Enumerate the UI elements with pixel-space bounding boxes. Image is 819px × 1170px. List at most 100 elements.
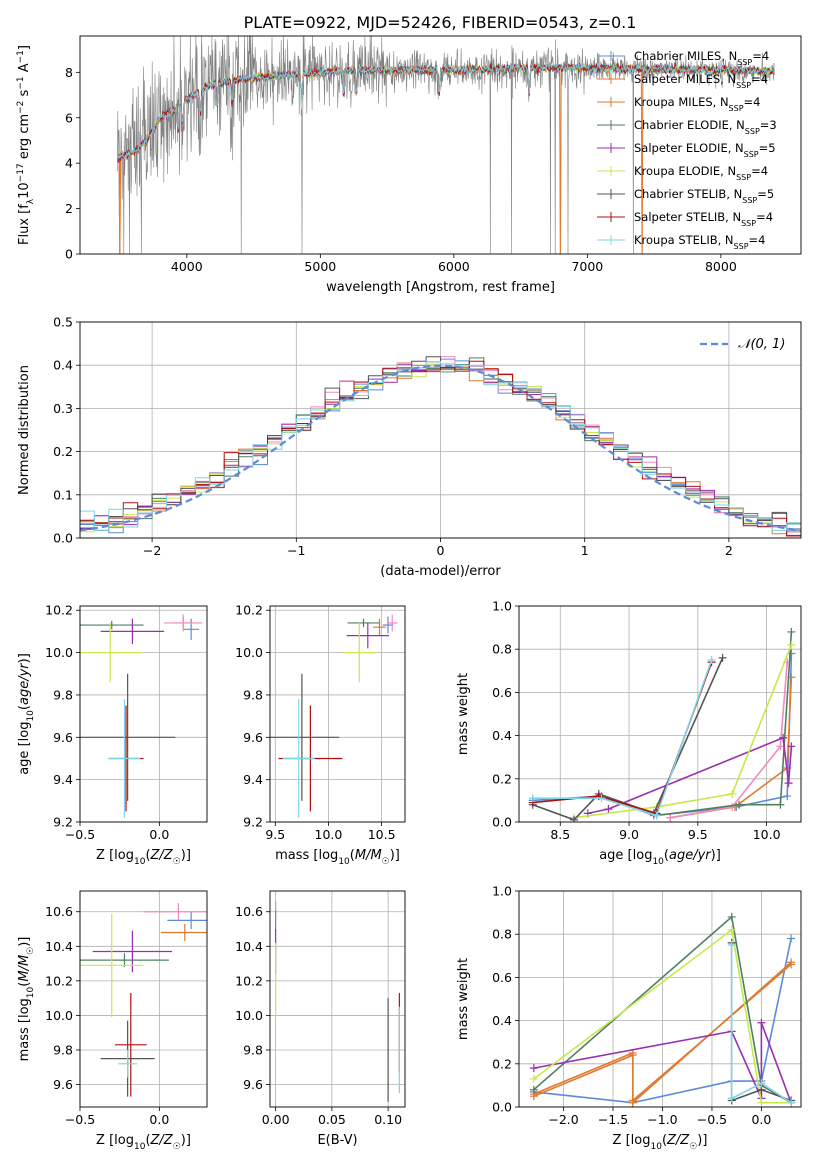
y-tick-label: 0.6 <box>492 685 512 700</box>
y-tick-label: 4 <box>65 156 73 171</box>
series-line-chabrier_elodie <box>533 915 792 1104</box>
series-line-kroupa_stelib <box>532 659 713 817</box>
spectrum-legend: Chabrier MILES, NSSP=4 Salpeter MILES, NS… <box>597 49 777 251</box>
x-tick-label: −0.5 <box>65 827 95 842</box>
x-tick-label: 10.0 <box>315 827 343 842</box>
x-tick-label: 4000 <box>171 259 203 274</box>
data-point-kroupa_stelib <box>528 794 537 803</box>
data-point-chabrier_miles <box>783 792 792 801</box>
age-weight-axes: 8.5 9.0 9.5 10.0 0.0 0.2 0.4 0.6 0.8 1.0 age [log1… <box>456 599 802 867</box>
legend-label: Salpeter STELIB, NSSP=4 <box>634 210 773 228</box>
y-tick-label: 0.2 <box>53 444 73 459</box>
y-tick-label: 0.2 <box>492 771 512 786</box>
y-axis-label: mass weight <box>456 958 471 1040</box>
x-axis-label: age [log10(age/yr)] <box>599 848 721 867</box>
y-tick-label: 10.0 <box>45 645 73 660</box>
figure-title: PLATE=0922, MJD=52426, FIBERID=0543, z=0… <box>244 13 637 32</box>
data-point-pink <box>776 742 785 751</box>
data-point-kroupa_stelib <box>787 1098 796 1107</box>
y-tick-label: 9.6 <box>243 1077 263 1092</box>
y-tick-label: 9.4 <box>53 772 73 787</box>
x-tick-label: −1.5 <box>598 1112 628 1127</box>
residuals-legend: 𝒩(0, 1) <box>700 337 785 352</box>
x-axis-label: Z [log10(Z/Z☉)] <box>96 1133 191 1152</box>
y-tick-label: 10.4 <box>45 939 73 954</box>
plot-area <box>80 903 207 1097</box>
y-tick-label: 10.6 <box>45 904 73 919</box>
y-tick-label: 1.0 <box>492 599 512 614</box>
data-point-salpeter_elodie <box>784 779 793 788</box>
axes-frame <box>269 605 406 823</box>
y-tick-label: 0.0 <box>53 531 73 546</box>
x-axis-label: Z [log10(Z/Z☉)] <box>96 848 191 867</box>
x-tick-label: 1 <box>581 543 589 558</box>
plot-area <box>116 36 775 254</box>
spectrum-axes: 4000 5000 6000 7000 8000 0 2 4 6 8 wavelength [Ang… <box>16 35 802 295</box>
series-line-kroupa_elodie <box>573 644 793 819</box>
y-tick-label: 0.4 <box>492 728 512 743</box>
data-point-kroupa_elodie <box>728 789 737 798</box>
data-point-kroupa_stelib <box>727 1094 736 1103</box>
y-tick-label: 9.2 <box>243 815 263 830</box>
x-tick-label: 8.5 <box>550 827 570 842</box>
ebv-mass-axes: 0.00 0.05 0.10 9.6 9.8 10.0 10.2 10.4 10.6 E(B-V) <box>235 890 406 1148</box>
legend-label: Chabrier ELODIE, NSSP=3 <box>634 118 777 136</box>
data-point-kroupa_stelib <box>727 941 736 949</box>
x-tick-label: 2 <box>725 543 733 558</box>
y-tick-label: 10.0 <box>45 1008 73 1023</box>
y-tick-label: 10.2 <box>45 603 73 618</box>
x-tick-label: 6000 <box>438 259 470 274</box>
x-tick-label: −1.0 <box>647 1112 677 1127</box>
axes-frame <box>79 890 208 1108</box>
x-tick-label: 0.05 <box>318 1112 346 1127</box>
x-tick-label: −1 <box>287 543 305 558</box>
y-tick-label: 0.3 <box>53 401 73 416</box>
axes-frame <box>79 605 208 823</box>
axes-frame <box>79 35 802 255</box>
legend-label: Kroupa STELIB, NSSP=4 <box>634 233 765 251</box>
axes-frame <box>518 605 802 823</box>
y-tick-label: 0.4 <box>492 1013 512 1028</box>
x-tick-label: 0.0 <box>149 827 169 842</box>
y-tick-label: 0.5 <box>53 315 73 330</box>
data-point-kroupa_stelib <box>652 811 661 820</box>
data-point-chabrier_stelib <box>570 815 579 822</box>
x-tick-label: −0.5 <box>65 1112 95 1127</box>
y-axis-label: mass [log10(M/M☉)] <box>17 937 36 1062</box>
series-line-kroupa_elodie <box>533 928 792 1104</box>
y-tick-label: 9.6 <box>243 730 263 745</box>
x-tick-label: 0.10 <box>374 1112 402 1127</box>
model-line-kroupa_stelib <box>116 63 775 161</box>
normal-curve <box>80 364 799 532</box>
x-tick-label: 7000 <box>571 259 603 274</box>
y-tick-label: 9.8 <box>53 1042 73 1057</box>
data-point-kroupa_stelib <box>757 1079 766 1088</box>
x-tick-label: 0.00 <box>262 1112 290 1127</box>
data-point-salpeter_elodie <box>757 1018 766 1027</box>
axes-frame <box>269 890 406 1108</box>
axes-frame <box>518 890 802 1108</box>
y-tick-label: 10.2 <box>235 973 263 988</box>
plot-area <box>80 356 801 538</box>
legend-label: 𝒩(0, 1) <box>738 337 785 352</box>
x-tick-label: 9.5 <box>265 827 285 842</box>
plot-area <box>529 912 796 1107</box>
y-tick-label: 0 <box>65 247 73 262</box>
x-tick-label: −2 <box>143 543 161 558</box>
y-tick-label: 0.8 <box>492 642 512 657</box>
y-tick-label: 0.1 <box>53 487 73 502</box>
x-axis-label: Z [log10(Z/Z☉)] <box>613 1133 708 1152</box>
y-tick-label: 0.0 <box>492 1100 512 1115</box>
data-point-chabrier_elodie <box>787 627 796 636</box>
data-point-chabrier_miles <box>787 934 796 943</box>
data-point-kroupa_stelib <box>597 794 606 803</box>
series-line-salpeter_miles <box>670 677 793 819</box>
histogram-kroupa_stelib <box>80 361 801 538</box>
y-tick-label: 6 <box>65 110 73 125</box>
data-point-salpeter_miles <box>628 1096 637 1105</box>
data-point-kroupa_elodie <box>757 1098 766 1107</box>
y-tick-label: 9.4 <box>243 772 263 787</box>
z-weight-axes: −2.0 −1.5 −1.0 −0.5 0.0 0.0 0.2 0.4 0.6 0.8 1.0 Z [… <box>456 884 802 1152</box>
data-point-salpeter_miles <box>628 1051 637 1060</box>
x-tick-label: 9.5 <box>688 827 708 842</box>
